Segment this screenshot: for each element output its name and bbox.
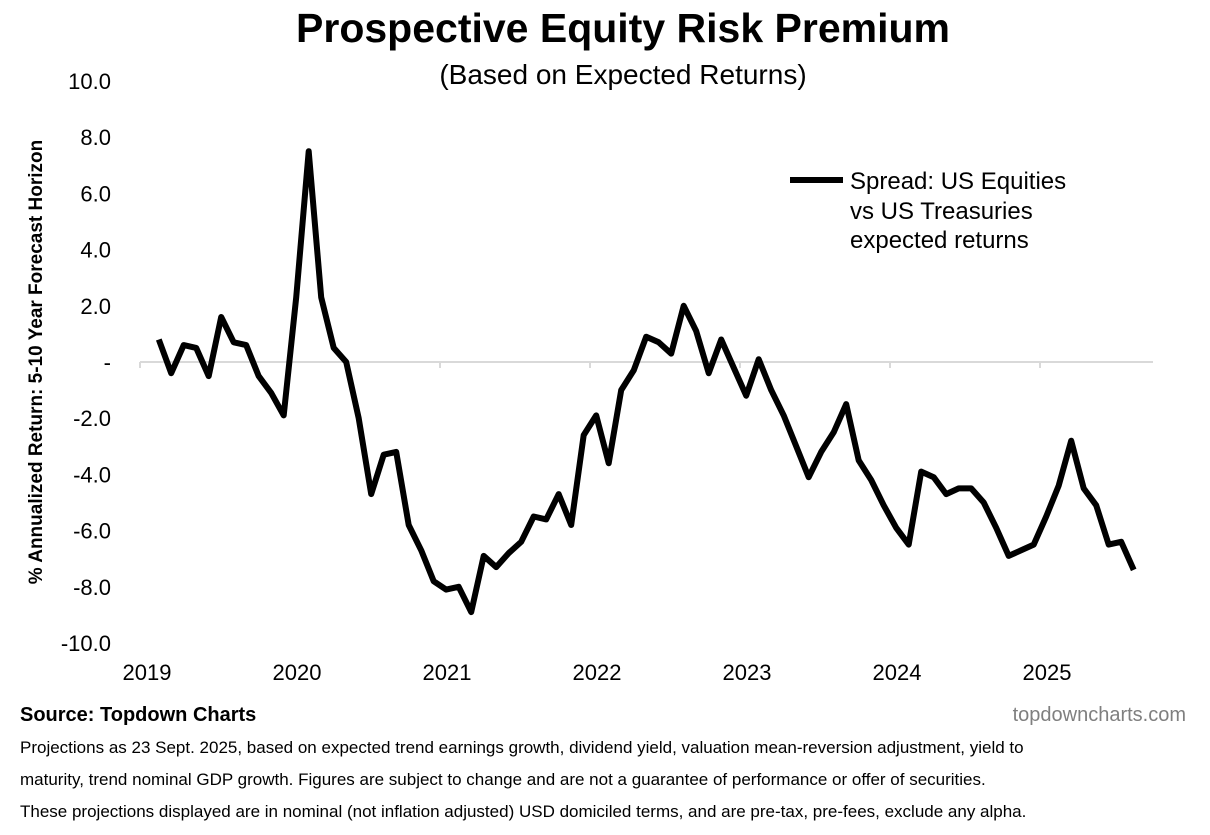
series-line-spread [155,148,1137,616]
y-tick-label: -8.0 [73,575,111,600]
chart-subtitle: (Based on Expected Returns) [439,59,806,90]
x-tick-labels: 2019 2020 2021 2022 2023 2024 2025 [123,660,1072,685]
footnote-line-3: These projections displayed are in nomin… [20,802,1026,821]
footnote-line-1: Projections as 23 Sept. 2025, based on e… [20,738,1024,757]
y-axis-label: % Annualized Return: 5-10 Year Forecast … [26,140,47,585]
chart-title: Prospective Equity Risk Premium [296,5,950,51]
legend: Spread: US Equities vs US Treasuries exp… [790,168,1066,254]
x-tick-label: 2021 [423,660,472,685]
y-tick-label: 4.0 [80,238,111,263]
legend-label-line-3: expected returns [850,227,1029,254]
footnote-line-2: maturity, trend nominal GDP growth. Figu… [20,770,986,789]
source-label: Source: Topdown Charts [20,704,256,726]
website-label: topdowncharts.com [1013,704,1186,726]
series-lines [155,148,1137,616]
y-tick-label: -10.0 [61,631,111,656]
y-tick-label: 10.0 [68,69,111,94]
x-tick-label: 2019 [123,660,172,685]
y-tick-label: 6.0 [80,181,111,206]
y-tick-label: - [104,350,111,375]
legend-label-line-2: vs US Treasuries [850,198,1033,225]
x-tick-label: 2020 [273,660,322,685]
y-tick-label: -2.0 [73,406,111,431]
y-tick-label: -6.0 [73,519,111,544]
y-tick-labels: 10.0 8.0 6.0 4.0 2.0 - -2.0 -4.0 -6.0 -8.0 -10.0 [61,69,111,656]
x-tick-label: 2025 [1023,660,1072,685]
y-tick-label: 8.0 [80,125,111,150]
x-tick-label: 2022 [573,660,622,685]
legend-label-line-1: Spread: US Equities [850,168,1066,195]
y-tick-label: -4.0 [73,462,111,487]
x-tick-label: 2024 [873,660,922,685]
y-tick-label: 2.0 [80,294,111,319]
x-tick-label: 2023 [723,660,772,685]
